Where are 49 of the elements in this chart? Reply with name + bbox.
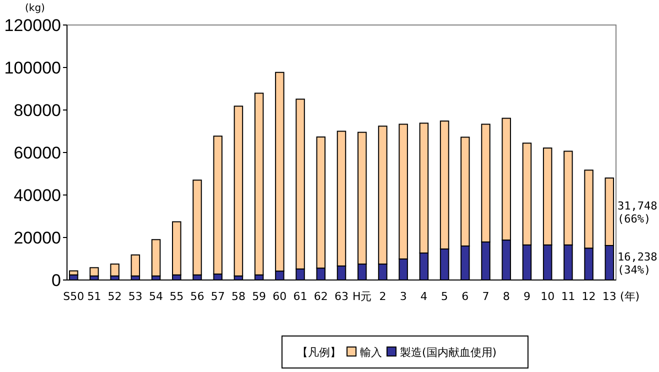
- bar: [192, 180, 202, 276]
- x-tick-label: 4: [420, 290, 428, 303]
- x-tick-label: 56: [190, 290, 204, 303]
- annotation: 16,238 (34%): [618, 250, 658, 276]
- x-tick-label: 55: [170, 290, 184, 303]
- x-tick-label: 7: [482, 290, 490, 303]
- x-tick-label: 57: [210, 290, 225, 303]
- x-tick-label: H元: [352, 290, 372, 303]
- x-tick-label: S50: [63, 290, 84, 303]
- y-tick-label: 80000: [14, 100, 61, 120]
- x-tick-label: 2: [379, 290, 386, 303]
- legend-title: 【凡例】: [297, 346, 341, 359]
- x-tick-label: 5: [441, 290, 448, 303]
- x-tick-label: 8: [502, 290, 510, 303]
- x-tick-label: 52: [108, 290, 122, 303]
- bar: [234, 106, 244, 276]
- y-tick-label: 120000: [4, 16, 61, 35]
- y-tick-label: 100000: [4, 58, 61, 78]
- x-tick-label: 11: [561, 290, 576, 303]
- x-tick-label: 9: [523, 290, 530, 303]
- bar: [110, 264, 120, 276]
- x-tick-label: 51: [87, 290, 102, 303]
- x-tick-label: 3: [400, 290, 407, 303]
- x-tick-label: 10: [540, 290, 555, 303]
- x-tick-label: 58: [231, 290, 246, 303]
- bar: [151, 239, 161, 276]
- x-axis-title: (年): [620, 290, 640, 303]
- y-tick-label: 0: [52, 270, 61, 290]
- y-tick-label: 40000: [14, 186, 61, 205]
- bar: [130, 254, 140, 276]
- x-tick-label: 63: [334, 290, 348, 303]
- y-tick-label: 20000: [14, 228, 61, 248]
- y-axis-title: (kg): [25, 3, 46, 14]
- legend-label: 輸入: [360, 346, 382, 359]
- legend-label: 製造(国内献血使用): [400, 346, 497, 359]
- x-tick-label: 13: [602, 290, 616, 303]
- x-tick-label: 60: [272, 290, 287, 303]
- x-tick-label: 54: [149, 290, 164, 303]
- y-tick-label: 60000: [14, 143, 61, 162]
- x-tick-label: 12: [582, 290, 596, 303]
- x-tick-label: 59: [252, 290, 266, 303]
- bar: [90, 267, 99, 276]
- x-tick-label: 6: [462, 290, 469, 303]
- bar: [254, 92, 264, 276]
- x-tick-label: 53: [128, 290, 142, 303]
- x-tick-label: 61: [293, 290, 308, 303]
- bar: [172, 221, 182, 276]
- annotation: 31,748 (66%): [618, 199, 658, 226]
- x-tick-label: 62: [314, 290, 328, 303]
